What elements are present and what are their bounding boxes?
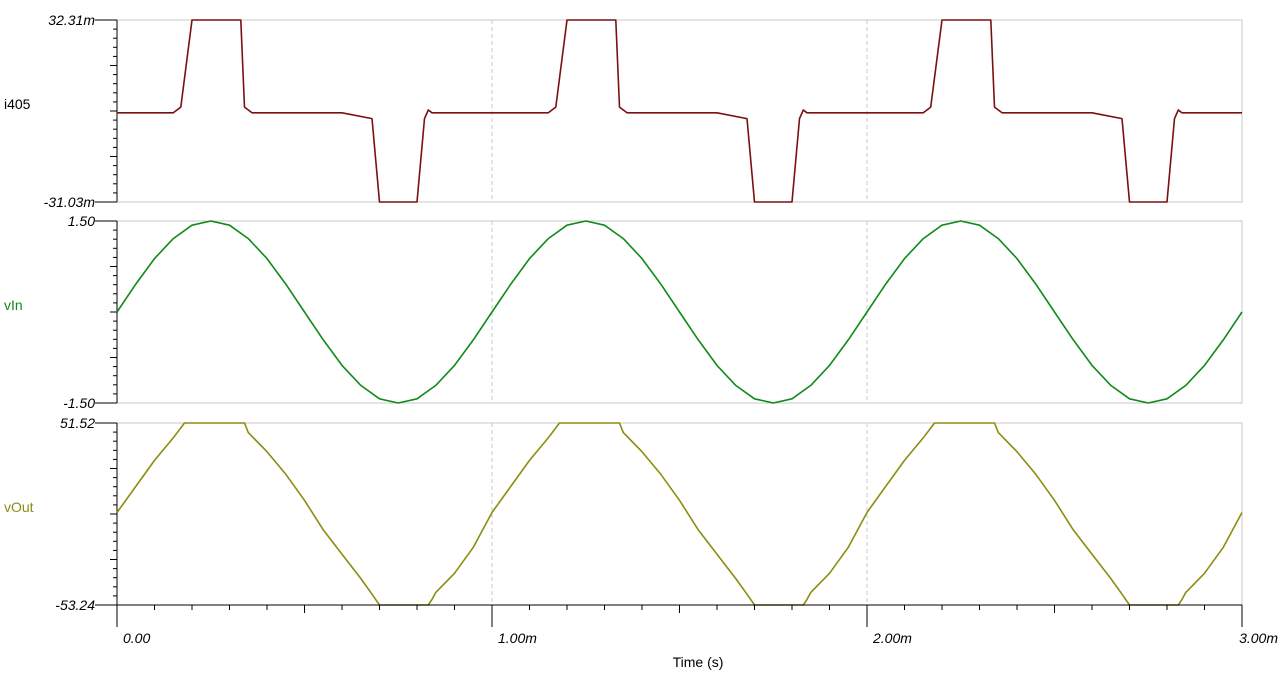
x-tick-label: 2.00m [872, 630, 912, 646]
x-tick-label: 0.00 [123, 630, 150, 646]
y-tick-label-min: -1.50 [63, 395, 95, 411]
plot-frame [116, 19, 1243, 203]
y-tick-label-max: 32.31m [48, 12, 95, 28]
x-tick-label: 3.00m [1239, 630, 1278, 646]
series-line-i405 [117, 19, 1242, 203]
series-line-vOut [116, 422, 1243, 606]
series-line-vIn [116, 220, 1243, 404]
y-tick-label-max: 1.50 [68, 213, 95, 229]
x-axis: 0.00 1.00m 2.00m 3.00m [116, 604, 1278, 646]
plot-panel-vIn: 1.50 -1.50 vIn [4, 213, 1243, 411]
series-label-i405: i405 [4, 96, 31, 112]
x-axis-title: Time (s) [673, 654, 724, 670]
plot-panel-vOut: 51.52 -53.24 vOut [4, 415, 1243, 613]
y-tick-label-min: -31.03m [44, 194, 96, 210]
series-label-vIn: vIn [4, 297, 23, 313]
plot-panel-i405: 32.31m -31.03m i405 [4, 12, 1243, 210]
x-tick-label: 1.00m [498, 630, 537, 646]
y-tick-label-min: -53.24 [55, 597, 95, 613]
y-tick-label-max: 51.52 [60, 415, 95, 431]
plot-frame [116, 422, 1243, 606]
series-label-vOut: vOut [4, 499, 34, 515]
